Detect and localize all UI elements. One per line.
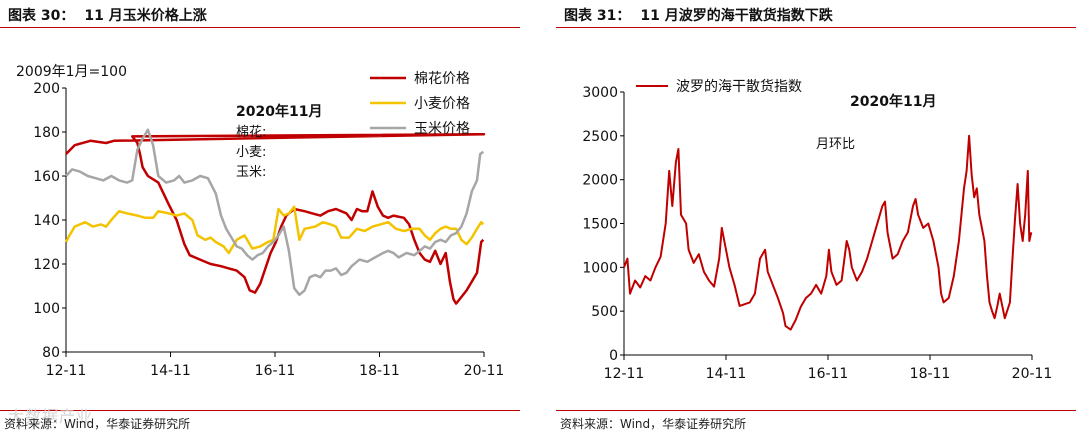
annotation-line: 小麦:	[236, 145, 266, 160]
x-tick-label: 18-11	[910, 366, 951, 382]
figure-title: 图表 30： 11 月玉米价格上涨	[8, 5, 207, 25]
watermark: 大数据产业	[8, 407, 94, 426]
y-tick-label: 140	[33, 213, 60, 229]
title-rule	[0, 27, 520, 28]
y-tick-label: 200	[33, 81, 60, 97]
x-tick-label: 20-11	[464, 363, 505, 379]
series-line	[64, 205, 485, 255]
figure-label: 图表 30：	[8, 8, 75, 24]
y-tick-label: 120	[33, 257, 60, 273]
annotation-line: 棉花:	[236, 124, 266, 140]
bdi-chart: 0 500 1000 1500 2000 2500 3000 12-11 14-11 16-11 1…	[582, 78, 1053, 382]
source-rule	[556, 410, 1076, 411]
figure-caption: 11 月波罗的海干散货指数下跌	[640, 8, 833, 24]
source-note: 资料来源：Wind，华泰证券研究所	[560, 417, 747, 431]
chart-panel-corn: 图表 30： 11 月玉米价格上涨 2009年1月=100 80 100 120 140 1…	[0, 0, 528, 438]
x-tick-label: 20-11	[1012, 366, 1053, 382]
title-rule	[556, 27, 1076, 28]
x-tick-label: 14-11	[150, 363, 191, 379]
legend-label: 波罗的海干散货指数	[676, 78, 802, 95]
x-tick-label: 12-11	[46, 363, 87, 379]
x-tick-label: 14-11	[706, 366, 747, 382]
series-line	[65, 132, 486, 305]
annotation-heading: 2020年11月	[236, 103, 322, 120]
y-tick-label: 2500	[582, 129, 618, 145]
y-tick-label: 180	[33, 125, 60, 141]
x-tick-label: 16-11	[808, 366, 849, 382]
y-tick-label: 1500	[582, 217, 618, 233]
y-tick-label: 160	[33, 169, 60, 185]
x-tick-label: 16-11	[255, 363, 296, 379]
annotation-line: 玉米:	[236, 165, 266, 180]
y-tick-label: 1000	[582, 260, 618, 276]
figure-caption: 11 月玉米价格上涨	[84, 8, 207, 24]
annotation-heading: 2020年11月	[850, 93, 936, 110]
chart-panel-bdi: 图表 31： 11 月波罗的海干散货指数下跌 0 500 1000 1500 2000 25…	[556, 0, 1080, 438]
unit-label: 2009年1月=100	[16, 64, 127, 80]
source-rule	[0, 410, 520, 411]
y-tick-label: 100	[33, 301, 60, 317]
legend-label: 玉米价格	[414, 121, 470, 137]
legend-label: 小麦价格	[414, 96, 470, 112]
y-tick-label: 2000	[582, 173, 618, 189]
figure-title: 图表 31： 11 月波罗的海干散货指数下跌	[564, 5, 833, 25]
figure-label: 图表 31：	[564, 8, 631, 24]
y-tick-label: 80	[42, 345, 60, 361]
annotation-line: 月环比	[816, 137, 855, 152]
source-note: 资料来源：Wind，华泰证券研究所	[4, 417, 191, 431]
x-tick-label: 12-11	[604, 366, 645, 382]
x-tick-label: 18-11	[359, 363, 400, 379]
y-tick-label: 0	[609, 348, 618, 364]
legend-label: 棉花价格	[414, 70, 470, 87]
commodity-price-chart: 2009年1月=100 80 100 120 140 160 180 200 12-11 14-1…	[16, 64, 505, 379]
series-line	[623, 134, 1033, 331]
y-tick-label: 500	[591, 304, 618, 320]
y-tick-label: 3000	[582, 85, 618, 101]
series-line	[65, 128, 485, 297]
